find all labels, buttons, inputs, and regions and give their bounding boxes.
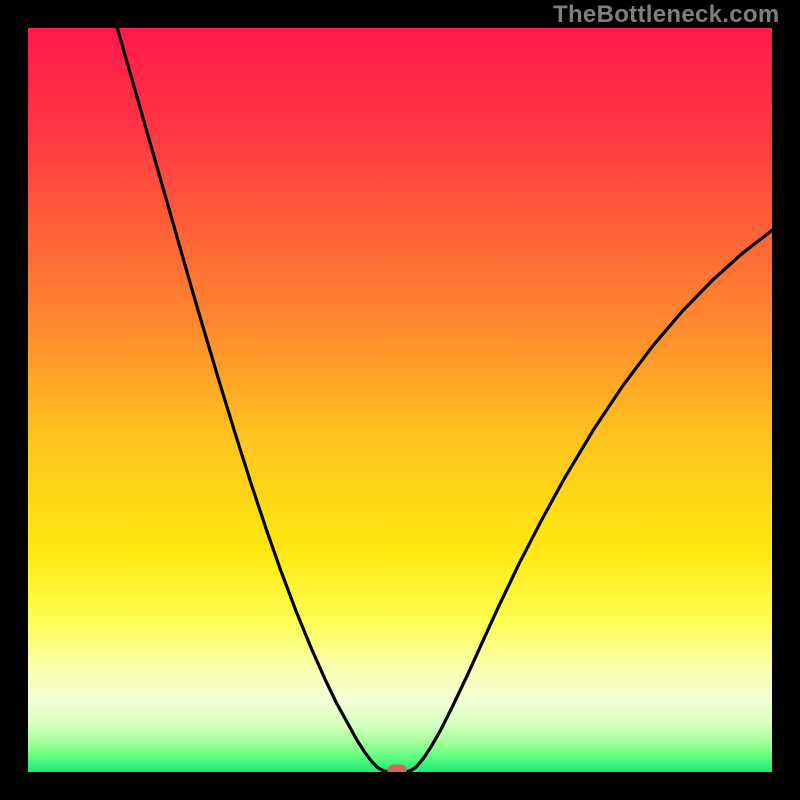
outer-frame — [0, 0, 800, 800]
watermark-text: TheBottleneck.com — [553, 1, 779, 29]
gradient-background — [28, 28, 772, 772]
chart-svg — [0, 0, 800, 800]
